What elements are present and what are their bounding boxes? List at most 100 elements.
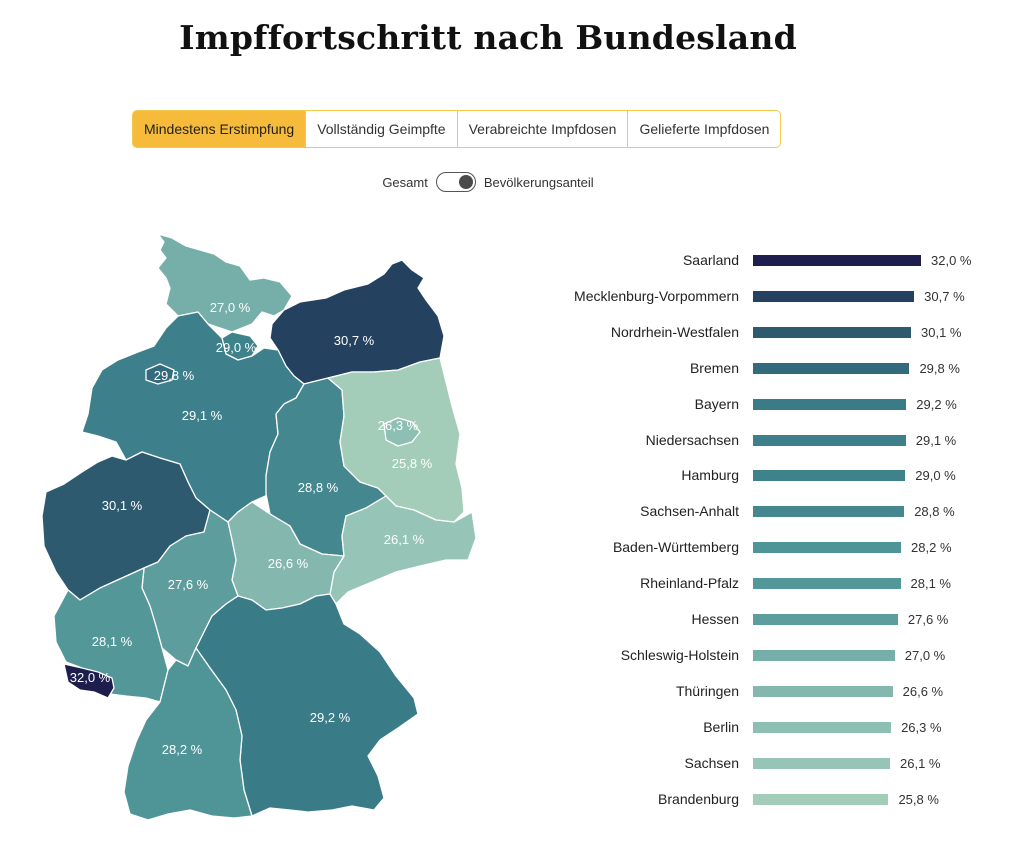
bar-row[interactable]: Bremen 29,8 % (540, 358, 1020, 378)
bar (753, 685, 893, 697)
bar (753, 398, 907, 410)
bar-value-label: 30,7 % (924, 288, 965, 304)
bar (753, 649, 895, 661)
bar (753, 255, 921, 266)
map-label-hessen: 27,6 % (168, 577, 209, 592)
map-region-niedersachsen[interactable] (81, 311, 305, 523)
bar (753, 290, 915, 302)
toggle-knob (458, 175, 473, 189)
bar-category-label: Brandenburg (658, 790, 739, 807)
bar-value-label: 30,1 % (921, 324, 962, 340)
bar-value-label: 26,1 % (900, 755, 941, 771)
bar-row[interactable]: Schleswig-Holstein 27,0 % (540, 645, 1020, 665)
bar-category-label: Niedersachsen (645, 431, 739, 448)
bar-category-label: Sachsen-Anhalt (640, 503, 739, 520)
bar-value-label: 26,3 % (901, 719, 942, 735)
bar-category-label: Bremen (689, 359, 739, 376)
map-label-mecklenburg-vorpommern: 30,7 % (334, 333, 375, 348)
bar-row[interactable]: Niedersachsen 29,1 % (540, 430, 1020, 450)
map-label-nordrhein-westfalen: 30,1 % (102, 498, 143, 513)
bar-row[interactable]: Thüringen 26,6 % (540, 681, 1020, 701)
bar-row[interactable]: Hessen 27,6 % (540, 609, 1020, 629)
map-label-berlin: 26,3 % (378, 418, 419, 433)
metric-tabs: Mindestens Erstimpfung Vollständig Geimp… (132, 110, 782, 148)
bar-value-label: 28,2 % (911, 540, 952, 556)
bar-value-label: 29,0 % (915, 468, 956, 484)
bar-category-label: Schleswig-Holstein (620, 646, 739, 663)
bar-row[interactable]: Mecklenburg-Vorpommern 30,7 % (540, 286, 1020, 306)
tab-mindestens-erstimpfung[interactable]: Mindestens Erstimpfung (133, 111, 306, 147)
bar-row[interactable]: Hamburg 29,0 % (540, 465, 1020, 485)
map-label-saarland: 32,0 % (70, 670, 111, 685)
bar-row[interactable]: Saarland 32,0 % (540, 250, 1020, 270)
bar-value-label: 29,8 % (919, 360, 960, 376)
bar-row[interactable]: Brandenburg 25,8 % (540, 789, 1020, 809)
bar-category-label: Sachsen (684, 754, 739, 771)
bar-value-label: 26,6 % (902, 683, 944, 699)
bar-row[interactable]: Sachsen-Anhalt 28,8 % (540, 501, 1020, 521)
tab-vollstaendig-geimpfte[interactable]: Vollständig Geimpfte (305, 111, 457, 147)
bar-value-label: 32,0 % (931, 253, 972, 268)
bar (753, 506, 905, 518)
map-value-labels: 27,0 % 29,0 % 30,7 % 29,8 % 29,1 % 26,3 … (70, 300, 433, 757)
bar-chart: Saarland 32,0 % Mecklenburg-Vorpommern 30,7… (540, 0, 1020, 842)
display-toggle: Gesamt Bevölkerungsanteil (0, 172, 976, 192)
bar-category-label: Hamburg (681, 467, 739, 484)
bar-category-label: Nordrhein-Westfalen (610, 323, 739, 340)
bar-value-label: 25,8 % (898, 791, 939, 807)
bar-value-label: 29,1 % (915, 432, 957, 448)
bar (753, 721, 892, 733)
map-region-baden-wuerttemberg[interactable] (123, 647, 253, 821)
tab-gelieferte-impfdosen[interactable]: Gelieferte Impfdosen (627, 111, 781, 147)
bar (753, 578, 901, 590)
toggle-label-bevoelkerungsanteil: Bevölkerungsanteil (483, 174, 594, 190)
map-label-brandenburg: 25,8 % (392, 456, 433, 471)
germany-map: 27,0 % 29,0 % 30,7 % 29,8 % 29,1 % 26,3 … (41, 233, 477, 821)
bar (753, 362, 910, 374)
tab-verabreichte-impfdosen[interactable]: Verabreichte Impfdosen (456, 111, 628, 147)
map-label-sachsen-anhalt: 28,8 % (298, 480, 339, 495)
map-label-hamburg: 29,0 % (216, 340, 257, 355)
bar-row[interactable]: Rheinland-Pfalz 28,1 % (540, 573, 1020, 593)
bar-row[interactable]: Bayern 29,2 % (540, 394, 1020, 414)
map-label-bayern: 29,2 % (310, 710, 351, 725)
bar-value-label: 27,6 % (907, 612, 949, 627)
map-label-rheinland-pfalz: 28,1 % (92, 634, 133, 649)
toggle-label-gesamt: Gesamt (382, 174, 428, 190)
bar-category-label: Berlin (703, 718, 739, 735)
bar-row[interactable]: Berlin 26,3 % (540, 717, 1020, 737)
bar (753, 614, 898, 625)
bar-row[interactable]: Baden-Württemberg 28,2 % (540, 537, 1020, 557)
bar-value-label: 29,2 % (916, 396, 957, 412)
bar (753, 757, 891, 769)
bar-category-label: Saarland (682, 252, 739, 268)
bar (753, 793, 889, 805)
map-region-saarland[interactable] (63, 663, 115, 699)
bar-category-label: Bayern (694, 395, 739, 412)
map-label-sachsen: 26,1 % (384, 532, 425, 547)
map-label-thueringen: 26,6 % (268, 556, 309, 571)
bar (753, 470, 906, 482)
bar-value-label: 28,8 % (914, 504, 955, 520)
map-label-schleswig-holstein: 27,0 % (210, 300, 251, 315)
bar-category-label: Baden-Württemberg (612, 539, 739, 556)
bar-category-label: Hessen (691, 611, 739, 627)
map-region-bremen[interactable] (145, 363, 175, 385)
bar (753, 326, 912, 338)
bar-category-label: Rheinland-Pfalz (640, 575, 739, 592)
page-title: Impffortschritt nach Bundesland (179, 18, 797, 57)
map-region-schleswig-holstein[interactable] (157, 233, 293, 333)
map-label-niedersachsen: 29,1 % (182, 408, 223, 423)
toggle-switch[interactable] (435, 172, 476, 192)
bar (753, 434, 906, 446)
bar-category-label: Mecklenburg-Vorpommern (574, 287, 739, 304)
map-region-berlin[interactable] (383, 417, 421, 447)
map-label-baden-wuerttemberg: 28,2 % (162, 742, 203, 757)
bar-row[interactable]: Nordrhein-Westfalen 30,1 % (540, 322, 1020, 342)
bar (753, 542, 902, 554)
bar-value-label: 28,1 % (910, 576, 951, 592)
map-label-bremen: 29,8 % (154, 368, 195, 383)
bar-row[interactable]: Sachsen 26,1 % (540, 753, 1020, 773)
bar-value-label: 27,0 % (904, 647, 946, 663)
bar-category-label: Thüringen (675, 682, 739, 699)
